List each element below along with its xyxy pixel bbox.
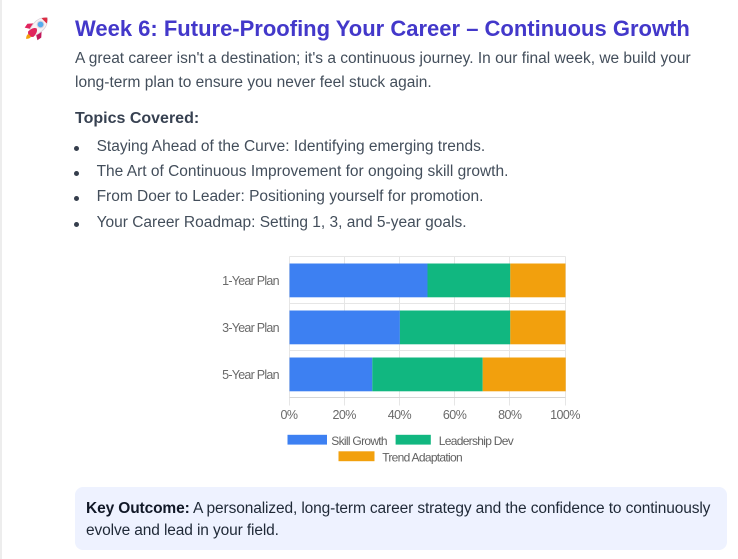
svg-text:Skill Growth: Skill Growth [331,434,387,448]
svg-text:100%: 100% [550,408,580,422]
svg-text:Trend Adaptation: Trend Adaptation [382,451,462,465]
svg-text:80%: 80% [498,408,522,422]
svg-text:40%: 40% [388,408,412,422]
svg-text:0%: 0% [281,408,298,422]
svg-text:60%: 60% [443,408,467,422]
svg-text:20%: 20% [333,408,357,422]
svg-text:3-Year Plan: 3-Year Plan [222,321,279,335]
svg-text:1-Year Plan: 1-Year Plan [222,274,279,288]
svg-text:Leadership Dev: Leadership Dev [439,434,514,448]
svg-text:5-Year Plan: 5-Year Plan [222,368,279,382]
